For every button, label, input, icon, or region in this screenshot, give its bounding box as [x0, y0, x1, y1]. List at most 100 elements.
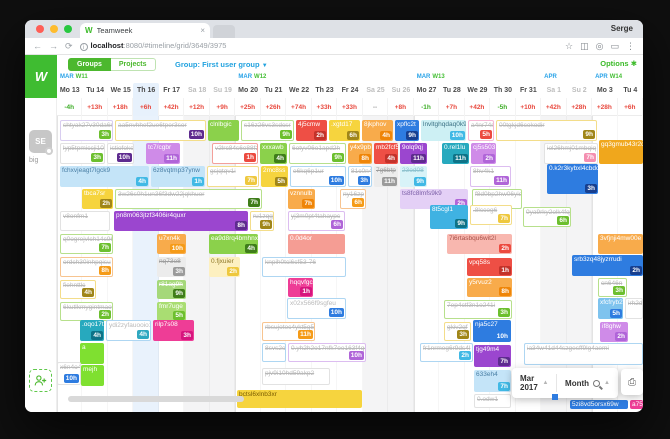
task-card[interactable]: ts8fc8lmfs9k9 2h: [400, 189, 468, 209]
task-card[interactable]: srb3zq48jyzrrudi 2h: [572, 255, 643, 276]
day-header[interactable]: Fr 24: [341, 87, 359, 94]
reload-icon[interactable]: ⟳: [65, 40, 73, 51]
extension-icon[interactable]: ◎: [595, 40, 604, 51]
day-header[interactable]: Tu 28: [443, 87, 461, 94]
task-card[interactable]: f8d0bp2hw06yid: [472, 189, 522, 209]
task-card[interactable]: xfcfryb2 5h: [598, 298, 623, 319]
task-card[interactable]: tbca7sr 2h: [82, 189, 113, 209]
task-card[interactable]: clnlbgic: [208, 120, 239, 141]
task-card[interactable]: 8jkphov 4h: [362, 120, 393, 141]
task-card[interactable]: 00tgkjd6cokodir 9h: [496, 120, 597, 141]
task-card[interactable]: e6kq6p1ur 10h: [290, 166, 346, 187]
task-card[interactable]: 3vfjnji4mw00e: [598, 234, 643, 254]
task-card[interactable]: ordch30inhpqisu 8h: [60, 257, 113, 277]
task-card[interactable]: 8svs2o: [262, 343, 286, 362]
task-card[interactable]: .oqo17t 4h: [80, 320, 104, 341]
task-card[interactable]: y5rvuz2 8h: [467, 278, 512, 297]
task-card[interactable]: v8onfm1: [60, 211, 110, 231]
task-card[interactable]: a: [80, 343, 104, 364]
task-card[interactable]: 7g6btp 11h: [374, 166, 398, 187]
task-card[interactable]: s16z26vs3sdcsr 9h: [241, 120, 294, 141]
day-header[interactable]: We 15: [110, 87, 131, 94]
task-card[interactable]: rbsujotoc4ykt5g5 11h: [262, 322, 315, 341]
task-card[interactable]: pn8m063jtzf3406ir4quxr 8h: [114, 211, 248, 231]
task-card[interactable]: ru1zqgv9h: [250, 211, 274, 231]
task-card[interactable]: xxxawb 4h: [260, 143, 287, 164]
day-header[interactable]: Th 23: [315, 87, 334, 94]
day-header[interactable]: Mo 3: [596, 87, 613, 94]
task-card[interactable]: fchxvjeagt7lgck9 4h: [60, 166, 149, 187]
task-card[interactable]: x6n4o4i 10h: [57, 362, 81, 385]
teamweek-logo[interactable]: W: [25, 55, 57, 98]
new-tab-button[interactable]: [213, 25, 235, 38]
day-header[interactable]: Fr 31: [519, 87, 537, 94]
day-header[interactable]: We 29: [467, 87, 488, 94]
month-picker[interactable]: Mar 2017 ▲: [512, 368, 556, 398]
day-header[interactable]: We 22: [288, 87, 310, 94]
forward-icon[interactable]: →: [49, 40, 58, 51]
day-header[interactable]: Su 2: [571, 87, 587, 94]
projects-tab[interactable]: Projects: [110, 58, 156, 71]
task-card[interactable]: fiehnttlc 4h: [60, 280, 96, 299]
day-header[interactable]: Mo 20: [238, 87, 259, 94]
task-card[interactable]: aa5nvhhef2ue6tper3sor 10h: [115, 120, 206, 141]
task-card[interactable]: bctsl6xlnb3xr: [237, 390, 362, 408]
task-card[interactable]: nq73o8 3h: [157, 257, 186, 277]
task-card[interactable]: 5zi8vd5orsx69w: [570, 400, 628, 409]
task-card[interactable]: shtyak27v30da6r 3h: [60, 120, 113, 141]
bookmark-star-icon[interactable]: ☆: [565, 40, 574, 51]
task-card[interactable]: 3w26s0h1un36f3dw22jqkhuor 7h: [115, 189, 262, 209]
task-card[interactable]: ydi2zyfauooio1nh4h: [106, 320, 151, 341]
task-card[interactable]: cj5s503 2h: [471, 143, 496, 164]
minimize-window-button[interactable]: [50, 25, 58, 33]
task-card[interactable]: irh2d: [625, 298, 643, 319]
task-card[interactable]: lnvltghqdaq0k9 10h: [421, 120, 466, 141]
task-card[interactable]: ia34w41d44szgesff9lg4aemi: [524, 343, 643, 365]
browser-tab[interactable]: W Teamweek ×: [80, 23, 210, 38]
task-card[interactable]: 9olq9qj 11h: [400, 143, 427, 164]
day-header[interactable]: Tu 14: [86, 87, 105, 94]
close-window-button[interactable]: [36, 25, 44, 33]
task-card[interactable]: q0ogrejvlch14c96 7h: [60, 234, 113, 254]
task-card[interactable]: x02x566f9sgfeu 10h: [287, 298, 346, 319]
task-card[interactable]: 0.odw1: [474, 394, 511, 408]
task-card[interactable]: v2lrc84s6e88fz 1h: [212, 143, 258, 164]
task-card[interactable]: gkiv2qf 3h: [444, 322, 471, 341]
day-header[interactable]: Tu 4: [623, 87, 638, 94]
options-link[interactable]: Options ✱: [600, 59, 637, 68]
day-header[interactable]: Sa 1: [546, 87, 562, 94]
task-card[interactable]: 0.yh2h2o17nfk7oo163f4qc 10h: [288, 343, 366, 362]
task-card[interactable]: ea9d8rq4bmhnxs 4h: [209, 234, 258, 254]
task-card[interactable]: 0.k2r3kybxl4cbdo 3h: [547, 164, 598, 194]
group-selector[interactable]: Group: First user group ▼: [175, 60, 268, 69]
task-card[interactable]: 4j5cmw 2h: [296, 120, 327, 141]
task-card[interactable]: fr1nrmeg6r9ds4l 2h: [420, 343, 473, 362]
page-info-icon[interactable]: i: [79, 43, 88, 51]
task-card[interactable]: rilp7s08 3h: [153, 320, 194, 341]
task-card[interactable]: knpih0tci6cf53-76: [262, 257, 346, 277]
task-card[interactable]: 8hv4k1 11h: [470, 166, 511, 187]
task-card[interactable]: yj3m0pt4tahaypc 6h: [288, 211, 345, 231]
task-card[interactable]: xpflc2t 9h: [395, 120, 419, 141]
horizontal-scrollbar[interactable]: [68, 396, 244, 402]
task-card[interactable]: 81c0n4i3h: [348, 166, 372, 187]
day-header[interactable]: Sa 25: [366, 87, 385, 94]
day-header[interactable]: Fr 17: [163, 87, 180, 94]
day-header[interactable]: Mo 13: [59, 87, 80, 94]
address-field[interactable]: i localhost:8080/#timeline/grid/3649/3975: [79, 41, 558, 51]
day-header[interactable]: Su 19: [213, 87, 232, 94]
task-card[interactable]: gq3gmub43r2d: [599, 140, 643, 164]
task-card[interactable]: 6z8vqtmp37ynw 1h: [151, 166, 205, 187]
task-card[interactable]: ny16zp 6h: [340, 189, 366, 209]
task-card[interactable]: if8ghw 2h: [600, 322, 628, 342]
task-card[interactable]: mejh: [81, 365, 104, 386]
task-card[interactable]: mb2fcf5 4h: [374, 143, 398, 164]
extension-icon[interactable]: ▭: [610, 40, 619, 51]
task-card[interactable]: 2mc8ss 5h: [261, 166, 288, 187]
task-card[interactable]: 8t5cgl1 9h: [430, 205, 468, 229]
task-card[interactable]: pjv9i10hd59akp2: [262, 368, 330, 385]
task-card[interactable]: a75o: [630, 400, 643, 409]
task-card[interactable]: fmr7uge 5h: [157, 302, 186, 321]
task-card[interactable]: iol26hmj01mbqiq 7h: [544, 143, 598, 164]
task-card[interactable]: vpq58s 1h: [467, 258, 512, 276]
